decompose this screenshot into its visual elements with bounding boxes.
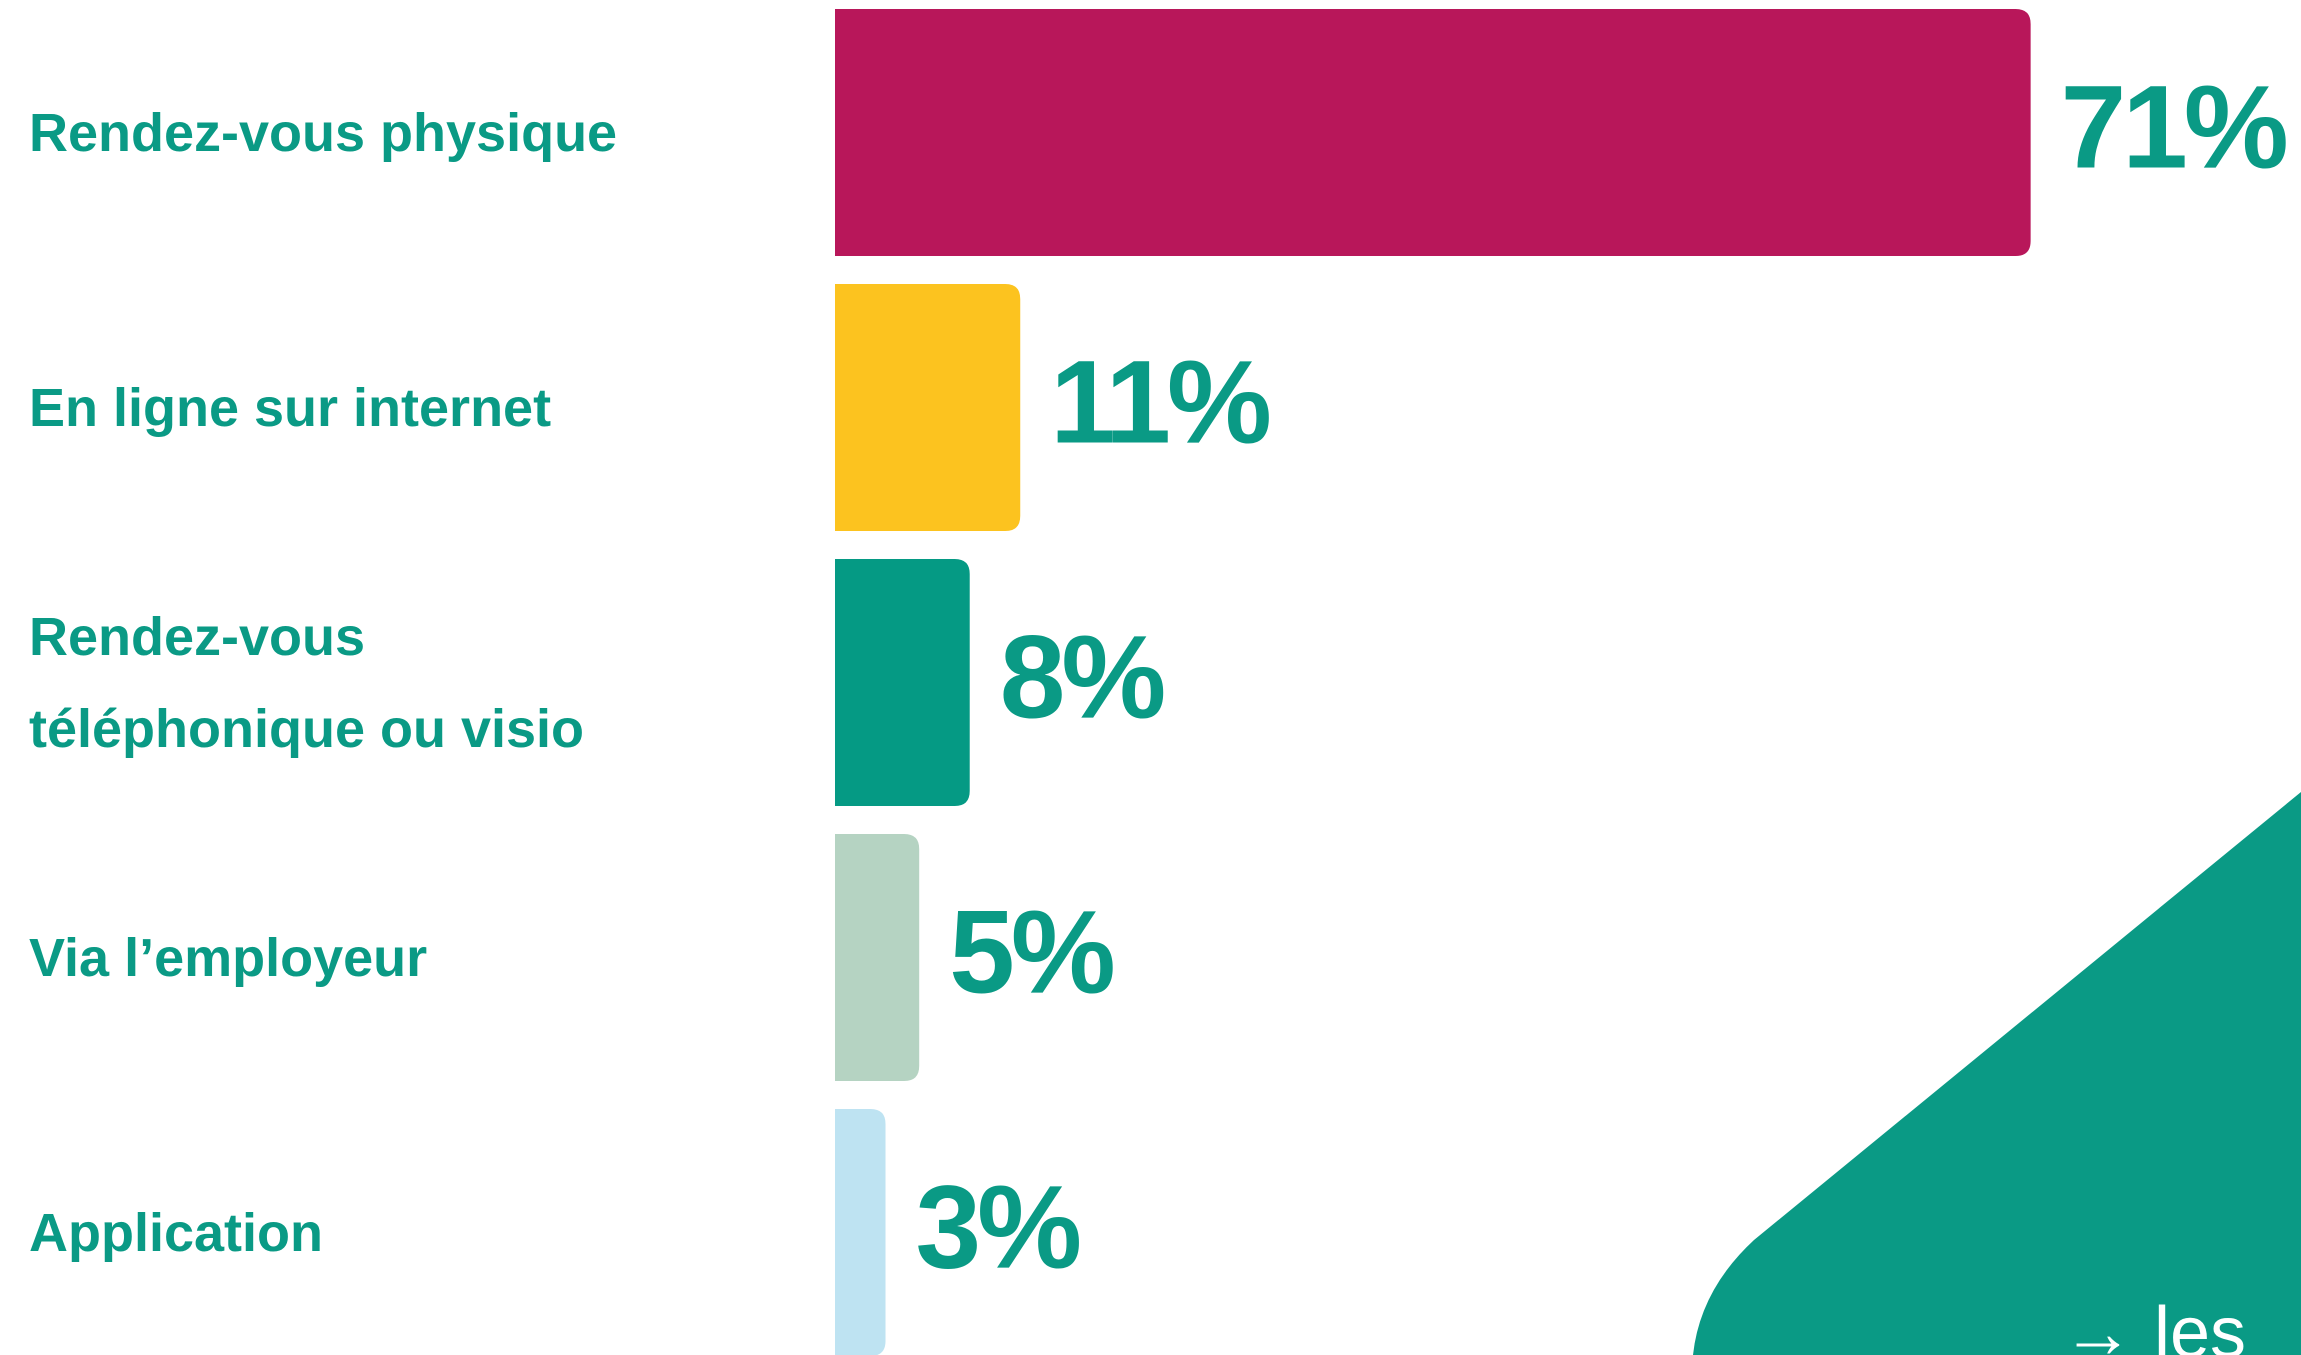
category-label: Rendez-vous téléphonique ou visio [29,606,585,759]
bar [835,284,1021,531]
bar [835,834,920,1081]
value-label: 3% [916,1162,1080,1294]
category-label: Rendez-vous physique [29,102,618,163]
bar [835,1109,886,1355]
bar [835,559,970,806]
category-label: Via l’employeur [29,927,428,988]
category-label: En ligne sur internet [29,377,552,438]
decor-shape [1693,792,2301,1355]
value-label: 8% [1000,612,1164,744]
value-label: 11% [1050,337,1269,469]
annotation: → les [2062,1293,2246,1355]
category-label: Application [29,1202,323,1263]
bar [835,9,2031,256]
value-label: 5% [949,887,1113,1019]
value-label: 71% [2061,62,2286,194]
